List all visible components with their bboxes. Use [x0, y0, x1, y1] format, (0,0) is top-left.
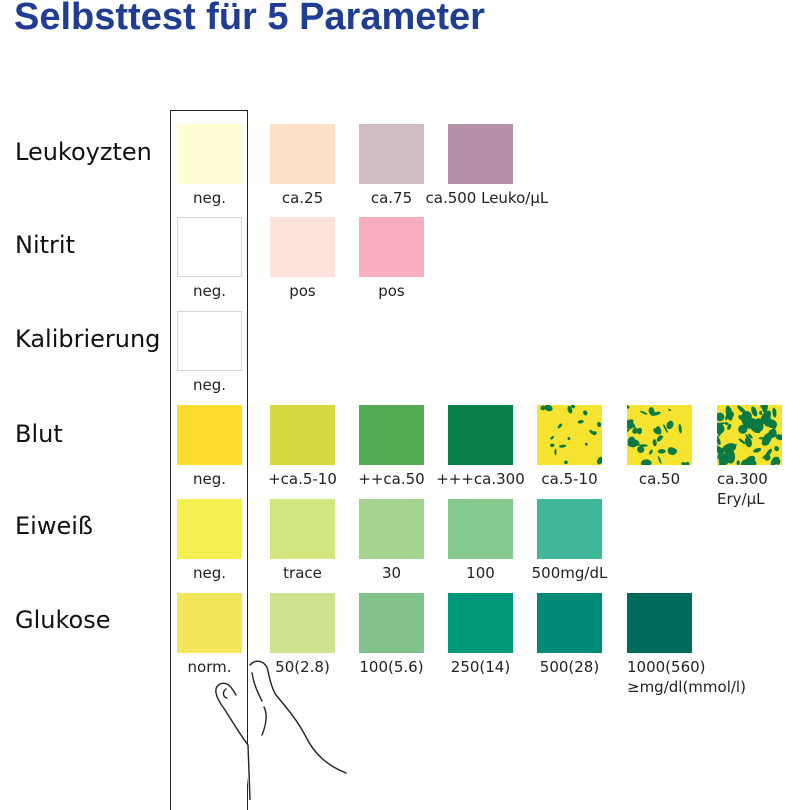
color-swatch [270, 124, 335, 184]
swatch-caption: 100(5.6) [359, 658, 424, 676]
swatch-caption: trace [283, 564, 322, 582]
swatch-caption: 30 [381, 564, 402, 582]
row-label-blut: Blut [15, 420, 63, 448]
color-swatch [537, 499, 602, 559]
swatch-caption: pos [378, 282, 405, 300]
swatch-caption: 500mg/dL [531, 564, 608, 582]
strip-pad-caption: norm. [187, 658, 232, 676]
strip-pad-caption: neg. [192, 189, 227, 207]
swatch-caption: +ca.5-10 [268, 470, 337, 488]
color-swatch [448, 499, 513, 559]
color-swatch [448, 405, 513, 465]
swatch-caption: ca.500 Leuko/µL [425, 189, 549, 207]
color-swatch [359, 499, 424, 559]
color-swatch [359, 124, 424, 184]
page-title: Selbsttest für 5 Parameter [14, 0, 485, 38]
row-label-eiwei-: Eiweiß [15, 512, 94, 540]
swatch-caption: ca.5-10 [541, 470, 598, 488]
swatch-caption: +++ca.300 [436, 470, 525, 488]
hand-holding-strip-icon [215, 660, 347, 800]
color-swatch [359, 593, 424, 653]
spotted-color-swatch [623, 405, 692, 467]
color-swatch [537, 593, 602, 653]
strip-pad-caption: neg. [192, 470, 227, 488]
color-swatch [627, 593, 692, 653]
strip-pad-glukose [177, 593, 242, 653]
color-swatch [359, 217, 424, 277]
color-swatch [270, 499, 335, 559]
row-label-nitrit: Nitrit [15, 231, 75, 259]
color-swatch [359, 405, 424, 465]
color-swatch [270, 405, 335, 465]
strip-pad-eiwei- [177, 499, 242, 559]
swatch-caption: 250(14) [450, 658, 511, 676]
swatch-caption: pos [289, 282, 316, 300]
strip-pad-nitrit [177, 217, 242, 277]
color-swatch [270, 593, 335, 653]
strip-pad-blut [177, 405, 242, 465]
strip-pad-leukoyzten [177, 124, 242, 184]
strip-pad-caption: neg. [192, 564, 227, 582]
swatch-caption: ca.50 [638, 470, 681, 488]
swatch-caption: 100 [466, 564, 495, 582]
swatch-caption: 1000(560) ≥mg/dl(mmol/l) [627, 658, 746, 696]
row-label-glukose: Glukose [15, 606, 111, 634]
swatch-caption: 500(28) [539, 658, 600, 676]
color-swatch [448, 124, 513, 184]
strip-pad-kalibrierung [177, 311, 242, 371]
color-swatch [270, 217, 335, 277]
swatch-caption: ++ca.50 [358, 470, 425, 488]
row-label-leukoyzten: Leukoyzten [15, 138, 152, 166]
color-swatch [448, 593, 513, 653]
swatch-caption: 50(2.8) [275, 658, 330, 676]
swatch-caption: ca.300 Ery/µL [717, 470, 768, 508]
swatch-caption: ca.25 [281, 189, 324, 207]
strip-pad-caption: neg. [192, 376, 227, 394]
spotted-color-swatch [537, 404, 603, 465]
strip-pad-caption: neg. [192, 282, 227, 300]
swatch-caption: ca.75 [370, 189, 413, 207]
row-label-kalibrierung: Kalibrierung [15, 325, 161, 353]
spotted-color-swatch [712, 404, 784, 471]
